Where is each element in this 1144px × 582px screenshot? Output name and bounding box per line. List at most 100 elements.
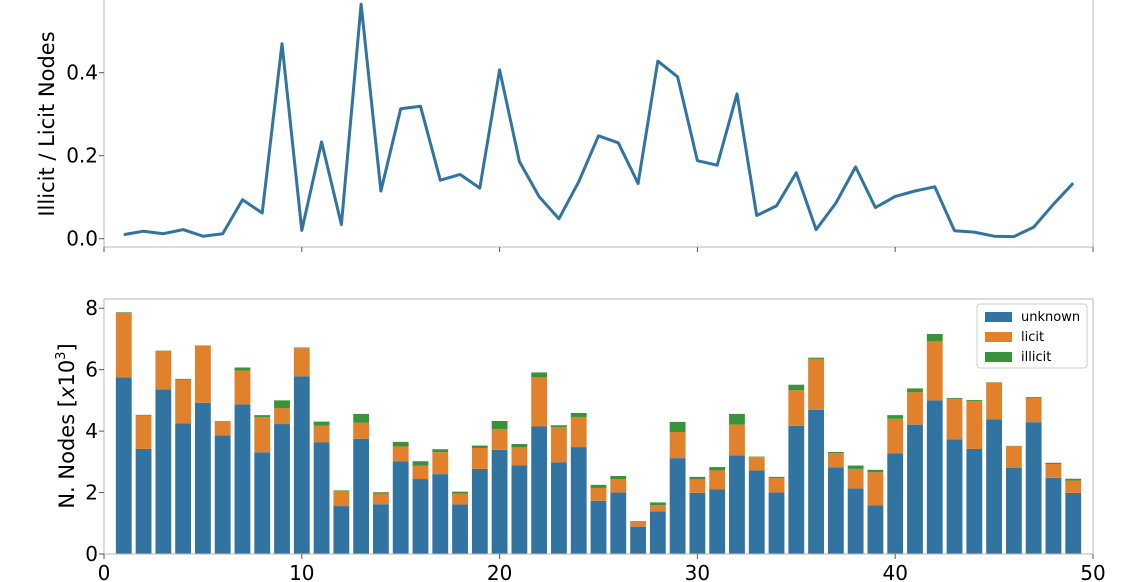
y-tick-label: 0.0 bbox=[66, 227, 98, 251]
bar-unknown bbox=[748, 470, 765, 554]
bar-unknown bbox=[1045, 477, 1062, 554]
bar-licit bbox=[570, 416, 587, 448]
bar-unknown bbox=[590, 500, 607, 554]
bar-illicit bbox=[254, 415, 271, 418]
bar-unknown bbox=[1005, 467, 1022, 554]
bar-illicit bbox=[392, 441, 409, 447]
bar-unknown bbox=[194, 402, 211, 554]
legend: unknown licit illicit bbox=[976, 303, 1088, 369]
bar-licit bbox=[511, 447, 528, 466]
bar-licit bbox=[254, 417, 271, 453]
bar-licit bbox=[1045, 463, 1062, 478]
bar-unknown bbox=[768, 492, 785, 554]
bar-unknown bbox=[887, 453, 904, 554]
bar-unknown bbox=[847, 488, 864, 554]
bar-unknown bbox=[986, 419, 1003, 554]
bar-licit bbox=[966, 401, 983, 449]
bar-licit bbox=[649, 505, 666, 512]
bar-licit bbox=[986, 382, 1003, 420]
y-tick-label: 2 bbox=[85, 481, 98, 505]
bar-unknown bbox=[511, 465, 528, 554]
bar-illicit bbox=[333, 490, 350, 492]
bar-unknown bbox=[313, 442, 330, 554]
bar-unknown bbox=[630, 526, 646, 554]
bar-unknown bbox=[808, 409, 824, 554]
bar-unknown bbox=[551, 462, 567, 554]
bar-unknown bbox=[649, 511, 666, 554]
bar-unknown bbox=[491, 449, 508, 554]
y-tick-label: 8 bbox=[85, 296, 98, 320]
bar-illicit bbox=[729, 413, 745, 425]
bar-illicit bbox=[175, 378, 192, 380]
bar-illicit bbox=[610, 475, 627, 480]
bar-illicit bbox=[808, 357, 824, 359]
bar-licit bbox=[333, 491, 350, 507]
y-tick-label: 0.4 bbox=[66, 61, 98, 85]
bar-licit bbox=[827, 453, 844, 468]
bar-unknown bbox=[1065, 492, 1082, 554]
bar-licit bbox=[1005, 446, 1022, 468]
bar-illicit bbox=[570, 412, 587, 417]
bar-illicit bbox=[234, 367, 251, 371]
bar-unknown bbox=[669, 458, 686, 554]
bar-illicit bbox=[788, 384, 805, 391]
bar-licit bbox=[155, 350, 172, 390]
bar-licit bbox=[234, 370, 251, 405]
y-tick-label: 0.2 bbox=[66, 144, 98, 168]
legend-label-unknown: unknown bbox=[1021, 310, 1080, 325]
bar-unknown bbox=[827, 467, 844, 554]
bar-unknown bbox=[926, 400, 943, 554]
bar-illicit bbox=[966, 400, 983, 401]
bar-illicit bbox=[847, 465, 864, 469]
x-tick-label: 50 bbox=[1080, 561, 1105, 582]
bar-licit bbox=[175, 379, 192, 424]
bar-unknown bbox=[452, 504, 468, 554]
bar-unknown bbox=[610, 492, 627, 554]
bar-unknown bbox=[946, 439, 963, 554]
bar-licit bbox=[531, 377, 548, 427]
bar-illicit bbox=[867, 469, 884, 473]
bar-licit bbox=[353, 422, 370, 439]
bar-licit bbox=[373, 493, 389, 505]
bar-licit bbox=[412, 465, 429, 480]
bar-licit bbox=[768, 478, 785, 493]
bar-licit bbox=[907, 392, 923, 425]
bar-licit bbox=[274, 408, 290, 425]
bar-unknown bbox=[115, 377, 132, 554]
legend-swatch-unknown bbox=[985, 312, 1012, 322]
bar-licit bbox=[313, 425, 330, 443]
y-axis-label: N. Nodes [x103] bbox=[54, 343, 79, 508]
bar-licit bbox=[452, 493, 468, 505]
bar-unknown bbox=[531, 426, 548, 554]
bar-licit bbox=[946, 398, 963, 440]
bar-unknown bbox=[570, 447, 587, 554]
bar-unknown bbox=[214, 435, 231, 554]
bar-illicit bbox=[590, 484, 607, 488]
bar-licit bbox=[432, 452, 449, 475]
bar-illicit bbox=[274, 400, 290, 409]
bar-licit bbox=[1025, 397, 1042, 423]
bar-illicit bbox=[649, 502, 666, 506]
bar-unknown bbox=[293, 376, 310, 554]
bar-unknown bbox=[392, 461, 409, 554]
bar-unknown bbox=[135, 448, 152, 554]
bar-illicit bbox=[1045, 462, 1062, 464]
y-axis-label-base: 10 bbox=[55, 360, 79, 387]
bar-unknown bbox=[254, 452, 271, 554]
bar-licit bbox=[630, 521, 646, 527]
bar-licit bbox=[709, 470, 726, 490]
legend-swatch-licit bbox=[985, 332, 1012, 342]
bar-illicit bbox=[313, 421, 330, 426]
bar-unknown bbox=[471, 468, 488, 554]
x-tick-label: 10 bbox=[289, 561, 314, 582]
legend-label-licit: licit bbox=[1021, 330, 1044, 345]
bar-licit bbox=[729, 424, 745, 456]
legend-label-illicit: illicit bbox=[1021, 350, 1051, 365]
bar-illicit bbox=[630, 521, 646, 522]
bar-licit bbox=[491, 429, 508, 450]
bar-unknown bbox=[788, 425, 805, 554]
bar-unknown bbox=[412, 479, 429, 554]
bar-illicit bbox=[1025, 397, 1042, 398]
bar-unknown bbox=[274, 424, 290, 554]
